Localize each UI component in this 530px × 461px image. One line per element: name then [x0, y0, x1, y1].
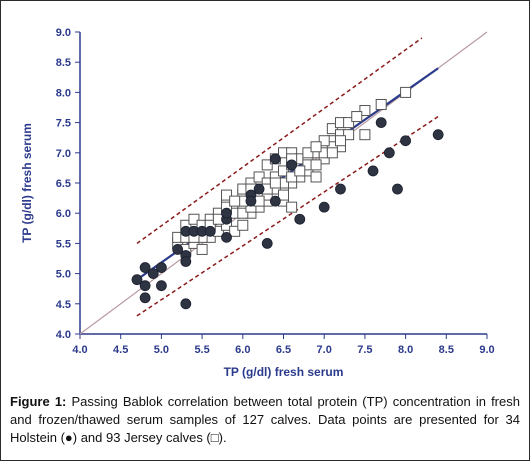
lower-bound-line: [136, 115, 439, 317]
upper-bound-line: [136, 37, 423, 245]
holstein-point: [318, 201, 330, 213]
y-tick-label: 4.0: [56, 329, 71, 341]
caption-text: Passing Bablok correlation between total…: [10, 394, 520, 445]
jersey-point: [400, 86, 412, 98]
holstein-point: [261, 237, 273, 249]
holstein-point: [131, 274, 143, 286]
jersey-point: [326, 123, 338, 135]
holstein-point: [432, 129, 444, 141]
x-tick-label: 7.0: [317, 344, 332, 356]
holstein-point: [392, 183, 403, 195]
jersey-point: [278, 165, 289, 177]
holstein-point: [286, 159, 298, 171]
holstein-point: [375, 117, 387, 128]
holstein-point: [245, 195, 257, 207]
holstein-point: [269, 153, 281, 165]
jersey-point: [253, 171, 265, 183]
jersey-point: [351, 111, 363, 123]
x-tick-label: 6.0: [235, 344, 250, 356]
holstein-point: [147, 268, 159, 280]
y-tick-label: 5.0: [56, 269, 71, 281]
holstein-point: [294, 213, 306, 225]
x-tick-label: 4.0: [72, 344, 87, 356]
holstein-point: [139, 292, 151, 304]
x-tick-label: 9.0: [479, 344, 494, 356]
holstein-point: [204, 225, 216, 237]
jersey-point: [343, 129, 355, 141]
jersey-point: [237, 207, 249, 219]
y-tick-label: 6.0: [56, 208, 71, 220]
chart: 4.0 4.5 5.0 5.5 6.0 6.5 7.0 7.5 8.0 8.5 9.0 4.0 4.5 5…: [20, 27, 495, 379]
holstein-point: [367, 165, 379, 177]
jersey-point: [334, 135, 346, 147]
jersey-point: [318, 135, 330, 147]
jersey-point: [326, 147, 338, 159]
holstein-point: [180, 256, 192, 267]
figure-caption: Figure 1: Passing Bablok correlation bet…: [10, 393, 520, 447]
jersey-point: [188, 213, 200, 225]
axes: 4.0 4.5 5.0 5.5 6.0 6.5 7.0 7.5 8.0 8.5 9.0 4.0 4.5 5…: [56, 27, 495, 356]
jersey-point: [221, 189, 233, 201]
jersey-point: [237, 219, 249, 231]
jersey-point: [261, 159, 273, 171]
y-tick-label: 7.5: [56, 118, 71, 130]
holstein-point: [155, 262, 167, 273]
holstein-point: [139, 262, 151, 273]
jersey-point: [286, 171, 298, 183]
caption-label: Figure 1:: [10, 394, 67, 409]
jersey-point: [359, 129, 371, 141]
y-tick-label: 8.0: [56, 87, 71, 99]
jersey-point: [343, 117, 355, 129]
jersey-point: [310, 141, 322, 153]
axis-labels: TP (g/dl) fresh serum TP (g/dl) fresh se…: [20, 123, 343, 379]
holstein-point: [139, 280, 151, 292]
y-tick-label: 6.5: [56, 178, 71, 190]
holstein-point: [400, 135, 412, 147]
jersey-point: [310, 159, 322, 171]
x-axis-label: TP (g/dl) fresh serum: [224, 365, 344, 379]
jersey-point: [302, 147, 314, 159]
holstein-point: [221, 231, 232, 243]
jersey-point: [229, 195, 241, 207]
holstein-point: [221, 207, 232, 219]
jersey-point: [294, 165, 306, 177]
jersey-point: [310, 171, 322, 183]
x-tick-label: 8.5: [439, 344, 454, 356]
x-tick-label: 4.5: [113, 344, 128, 356]
jersey-point: [286, 201, 298, 213]
x-tick-label: 8.0: [398, 344, 413, 356]
x-tick-label: 7.5: [357, 344, 372, 356]
jersey-point: [359, 105, 371, 117]
y-tick-label: 9.0: [56, 27, 71, 39]
holstein-point: [155, 280, 167, 292]
jersey-point: [375, 98, 387, 110]
y-tick-label: 8.5: [56, 57, 71, 69]
y-tick-label: 7.0: [56, 148, 71, 160]
jersey-point: [196, 243, 208, 255]
x-tick-label: 6.5: [276, 344, 291, 356]
y-tick-label: 4.5: [56, 299, 71, 311]
holstein-point: [335, 183, 346, 195]
x-tick-label: 5.5: [194, 344, 209, 356]
holstein-point: [172, 244, 184, 255]
holstein-point: [180, 298, 192, 310]
y-axis-label: TP (g/dl) fresh serum: [20, 123, 34, 243]
x-tick-label: 5.0: [154, 344, 169, 356]
y-tick-label: 5.5: [56, 238, 71, 250]
jersey-point: [229, 225, 241, 237]
holstein-point: [253, 183, 265, 195]
holstein-point: [383, 147, 395, 159]
jersey-point: [278, 189, 289, 201]
jersey-point: [269, 177, 281, 189]
data-points: [131, 86, 444, 310]
holstein-point: [269, 195, 281, 207]
